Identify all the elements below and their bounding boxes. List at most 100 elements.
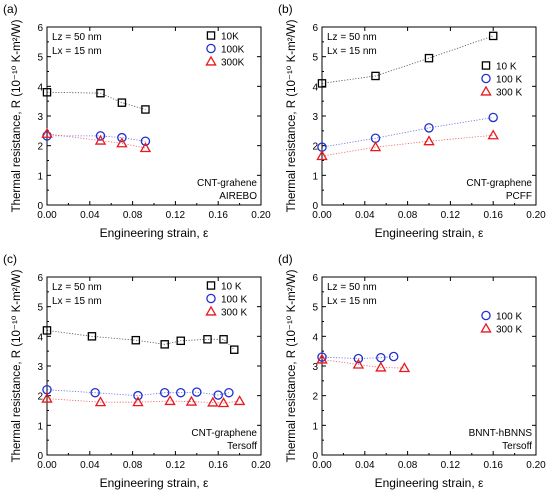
legend-label: 100K <box>221 45 245 56</box>
legend-label: 10 K <box>221 282 242 293</box>
data-point <box>117 98 127 107</box>
legend-label: 100 K <box>496 75 522 86</box>
series-1 <box>317 112 498 152</box>
note-text: CNT-graphene <box>191 428 257 439</box>
data-point <box>371 71 380 81</box>
x-tick-label: 0.12 <box>166 460 186 471</box>
legend-label: 10 K <box>496 62 517 73</box>
y-tick-label: 2 <box>312 142 318 153</box>
y-tick-label: 0 <box>37 201 43 212</box>
legend-marker <box>481 73 491 84</box>
series-2 <box>41 127 152 153</box>
data-point <box>41 127 53 138</box>
x-tick-label: 0.20 <box>526 210 546 221</box>
series-0 <box>317 31 498 88</box>
y-tick-label: 2 <box>37 392 43 403</box>
data-point <box>117 132 127 143</box>
series-0 <box>42 326 239 354</box>
series-line <box>46 330 235 350</box>
data-point <box>423 135 435 146</box>
y-tick-label: 3 <box>312 362 318 373</box>
y-tick-label: 5 <box>312 303 318 314</box>
y-tick-label: 6 <box>312 23 318 34</box>
y-tick-label: 1 <box>312 421 318 432</box>
chart-panel-d: (d) 0.00 0.04 0.08 0.12 0.16 0.20 0 1 2 3 4 5 6 Engine… <box>278 252 546 490</box>
data-point <box>388 351 399 362</box>
note-text: Tersoff <box>502 441 532 452</box>
x-tick-label: 0.04 <box>355 210 375 221</box>
data-point <box>213 390 223 400</box>
x-axis-label: Engineering strain, ε <box>375 476 484 490</box>
data-point <box>317 352 327 362</box>
x-tick-label: 0.08 <box>123 210 143 221</box>
x-tick-label: 0.20 <box>526 460 546 471</box>
x-tick-label: 0.16 <box>208 460 228 471</box>
legend-marker <box>481 61 491 70</box>
data-point <box>175 387 186 398</box>
x-axis-label: Engineering strain, ε <box>100 476 209 490</box>
data-point <box>131 335 141 345</box>
y-tick-label: 3 <box>37 112 43 123</box>
legend-label: 300K <box>221 58 245 69</box>
data-point <box>42 326 52 335</box>
y-tick-label: 3 <box>37 362 43 373</box>
data-point <box>94 134 107 145</box>
x-tick-label: 0.04 <box>80 460 100 471</box>
x-axis-label: Engineering strain, ε <box>375 226 484 240</box>
panel-label: (a) <box>3 2 18 16</box>
data-point <box>233 395 246 406</box>
data-point <box>217 397 230 408</box>
data-point <box>160 340 169 349</box>
data-point <box>316 353 328 364</box>
panel-label: (d) <box>278 252 293 266</box>
x-axis-label: Engineering strain, ε <box>100 226 209 240</box>
y-axis-label: Thermal resistance, R (10⁻¹⁰ K-m²/W) <box>286 19 298 212</box>
y-tick-label: 4 <box>37 332 43 343</box>
y-tick-label: 0 <box>312 201 318 212</box>
data-point <box>116 137 128 148</box>
x-tick-label: 0.04 <box>355 460 375 471</box>
data-point <box>203 335 212 344</box>
x-tick-label: 0.04 <box>80 210 100 221</box>
legend-label: 300 K <box>221 308 247 319</box>
legend-marker <box>206 43 216 54</box>
data-point <box>224 387 234 398</box>
y-tick-label: 0 <box>37 451 43 462</box>
y-tick-label: 6 <box>37 273 43 284</box>
legend-label: 10K <box>221 32 239 43</box>
data-point <box>159 387 170 398</box>
y-tick-label: 3 <box>312 112 318 123</box>
chart-panel-b: (b) 0.00 0.04 0.08 0.12 0.16 0.20 0 1 2 3 4 5 6 Engine… <box>278 2 546 240</box>
legend-marker <box>206 31 216 40</box>
y-tick-label: 1 <box>37 171 43 182</box>
legend-marker <box>205 305 217 316</box>
info-text: Lx = 15 nm <box>52 296 102 307</box>
y-tick-label: 1 <box>37 421 43 432</box>
series-1 <box>42 384 234 401</box>
x-tick-label: 0.16 <box>483 460 503 471</box>
note-text: PCFF <box>506 191 532 202</box>
series-line <box>46 91 146 110</box>
series-line <box>321 35 494 84</box>
data-point <box>185 395 198 406</box>
info-text: Lz = 50 nm <box>327 32 377 43</box>
x-tick-label: 0.12 <box>441 460 461 471</box>
data-point <box>192 387 202 397</box>
info-text: Lx = 15 nm <box>327 296 377 307</box>
legend-label: 100 K <box>221 295 247 306</box>
x-tick-label: 0.16 <box>208 210 228 221</box>
x-tick-label: 0.20 <box>251 460 271 471</box>
data-point <box>375 361 387 372</box>
data-point <box>353 353 364 364</box>
x-tick-label: 0.00 <box>312 210 332 221</box>
y-axis-label: Thermal resistance, R (10⁻¹⁰ K-m²/W) <box>11 19 23 212</box>
y-tick-label: 5 <box>37 303 43 314</box>
data-point <box>41 392 53 403</box>
note-text: CNT-graphene <box>466 178 532 189</box>
data-point <box>207 396 219 407</box>
data-point <box>42 88 52 97</box>
x-tick-label: 0.08 <box>398 210 418 221</box>
series-line <box>321 359 405 369</box>
data-point <box>317 79 327 88</box>
x-tick-label: 0.00 <box>37 460 57 471</box>
